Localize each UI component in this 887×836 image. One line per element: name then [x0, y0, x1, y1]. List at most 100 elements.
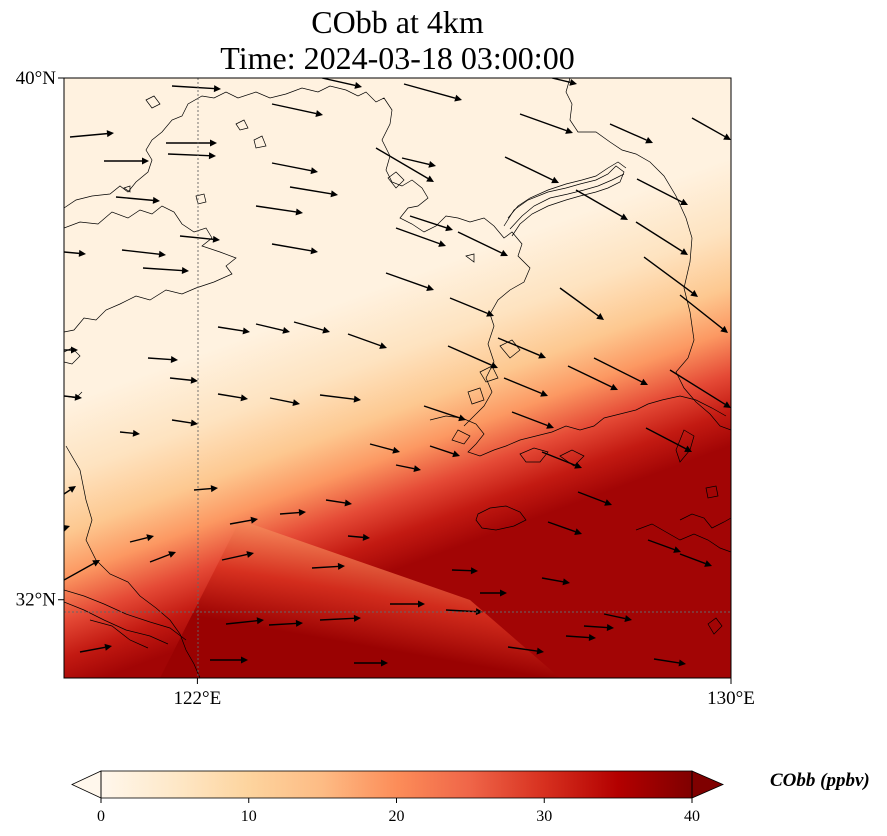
wind-arrow	[565, 634, 596, 642]
wind-arrow	[64, 346, 78, 354]
wind-arrow	[449, 297, 494, 317]
wind-arrow	[255, 205, 303, 216]
wind-arrow	[354, 659, 388, 667]
wind-arrow	[691, 117, 731, 140]
wind-arrow	[457, 231, 508, 257]
wind-arrow	[679, 294, 728, 333]
wind-arrow	[149, 551, 176, 563]
wind-arrow	[169, 376, 198, 384]
colorbar-tick-label: 30	[536, 808, 552, 825]
plot-time: Time: 2024-03-18 03:00:00	[220, 40, 575, 76]
plume-overlay	[160, 520, 560, 678]
wind-arrow	[451, 567, 478, 575]
wind-arrow	[403, 83, 462, 102]
wind-arrow	[64, 486, 76, 495]
wind-arrow	[369, 443, 400, 454]
wind-arrow	[311, 562, 345, 570]
wind-arrow	[115, 196, 160, 204]
wind-arrow	[375, 147, 434, 182]
wind-arrow	[575, 189, 628, 220]
wind-arrow	[119, 429, 140, 437]
map-frame	[63, 77, 732, 679]
wind-arrow	[445, 608, 483, 616]
lon-tick-label: 130°E	[707, 688, 755, 709]
wind-arrow	[583, 624, 614, 632]
lat-tick-label: 40°N	[16, 68, 57, 89]
wind-vectors	[64, 78, 731, 667]
wind-arrow	[142, 267, 189, 275]
wind-arrow	[229, 516, 258, 525]
wind-arrow	[567, 365, 618, 391]
wind-arrow	[147, 356, 178, 364]
wind-arrow	[480, 589, 507, 597]
colorbar-tick-label: 20	[389, 808, 405, 825]
wind-arrow	[293, 321, 330, 334]
colorbar-label: CObb (ppbv)	[770, 770, 870, 791]
axis-ticks: 40°N 32°N 122°E 130°E	[16, 68, 755, 709]
wind-arrow	[390, 600, 425, 608]
wind-arrow	[171, 85, 221, 93]
wind-arrow	[193, 485, 218, 493]
wind-arrow	[64, 525, 70, 532]
wind-arrow	[347, 533, 370, 541]
colorbar-tick-label: 10	[241, 808, 257, 825]
wind-arrow	[401, 157, 436, 168]
wind-arrow	[609, 123, 653, 144]
colorbar: 0 10 20 30 40	[71, 770, 725, 825]
colorbar-extend-max	[691, 770, 725, 799]
wind-arrow	[129, 534, 154, 543]
wind-arrow	[636, 178, 688, 205]
wind-arrow	[210, 656, 248, 664]
colorbar-tick-label: 0	[97, 808, 105, 825]
coastlines	[64, 78, 731, 678]
wind-arrow	[121, 249, 166, 258]
wind-arrow	[395, 464, 421, 473]
wind-arrow	[547, 521, 582, 535]
wind-arrow	[409, 215, 453, 232]
lat-tick-label: 32°N	[16, 590, 57, 611]
wind-arrow	[167, 152, 216, 160]
wind-arrow	[217, 326, 250, 335]
wind-arrow	[268, 619, 303, 627]
wind-arrow	[325, 499, 352, 507]
wind-arrow	[669, 369, 731, 408]
wind-arrow	[179, 235, 220, 243]
wind-arrow	[429, 445, 460, 458]
wind-arrow	[541, 577, 570, 586]
plot-title: CObb at 4km	[311, 4, 484, 40]
wind-arrow	[653, 658, 686, 667]
wind-arrow	[511, 411, 554, 429]
wind-arrow	[279, 509, 306, 517]
wind-arrow	[603, 613, 632, 622]
wind-arrow	[271, 103, 323, 117]
wind-arrow	[643, 256, 698, 297]
wind-arrow	[645, 427, 692, 452]
wind-arrow	[271, 162, 318, 175]
wind-arrow	[507, 646, 544, 655]
wind-arrow	[647, 539, 681, 553]
wind-arrow	[385, 272, 434, 291]
wind-arrow	[319, 394, 361, 403]
wind-arrow	[447, 345, 498, 369]
wind-arrow	[79, 643, 112, 653]
wind-arrow	[679, 553, 712, 567]
wind-arrow	[171, 419, 198, 427]
wind-arrow	[593, 357, 648, 385]
wind-arrow	[577, 491, 612, 506]
wind-arrow	[104, 157, 149, 165]
wind-arrow	[64, 249, 86, 257]
wind-arrow	[347, 333, 387, 349]
wind-arrow	[559, 287, 604, 320]
colorbar-tick-label: 40	[684, 808, 700, 825]
wind-arrow	[217, 393, 248, 402]
wind-arrow	[551, 78, 577, 86]
wind-arrow	[503, 377, 548, 397]
wind-arrow	[221, 551, 254, 561]
wind-arrow	[497, 337, 546, 359]
wind-arrow	[635, 221, 688, 255]
wind-arrow	[504, 156, 559, 184]
wind-arrow	[166, 139, 217, 147]
wind-arrow	[69, 130, 114, 138]
wind-arrow	[395, 227, 446, 247]
